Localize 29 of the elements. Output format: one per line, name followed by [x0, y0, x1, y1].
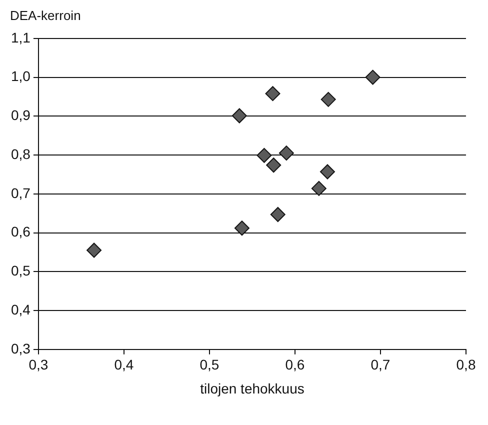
y-tick-label: 0,4 [10, 301, 31, 318]
point [320, 164, 335, 180]
y-tick-label: 1,1 [10, 29, 31, 46]
x-tick-label: 0,6 [285, 356, 305, 373]
y-tick-label: 0,9 [10, 107, 31, 124]
x-tick-label: 0,4 [114, 356, 134, 373]
y-axis-title: DEA-kerroin [10, 8, 82, 23]
point [278, 146, 294, 161]
x-tick-label: 0,5 [200, 356, 220, 373]
y-tick-label: 0,8 [10, 146, 31, 162]
x-tick-label: 0,7 [370, 356, 390, 373]
y-tick-label: 0,6 [10, 224, 31, 240]
x-tick-label: 0,3 [28, 356, 48, 373]
point [365, 70, 380, 85]
point [311, 180, 326, 196]
point [320, 92, 336, 107]
point [265, 86, 280, 102]
x-axis-title: tilojen tehokkuus [200, 380, 304, 396]
point [232, 108, 247, 124]
y-tick-label: 1,0 [10, 68, 31, 84]
point [256, 148, 272, 163]
point [270, 207, 286, 222]
point [234, 220, 250, 236]
x-tick-label: 0,8 [456, 356, 476, 373]
y-tick-label: 0,3 [10, 340, 31, 356]
y-tick-label: 0,7 [10, 184, 31, 201]
y-tick-label: 0,5 [10, 262, 31, 279]
point [86, 242, 102, 258]
point [266, 158, 282, 173]
